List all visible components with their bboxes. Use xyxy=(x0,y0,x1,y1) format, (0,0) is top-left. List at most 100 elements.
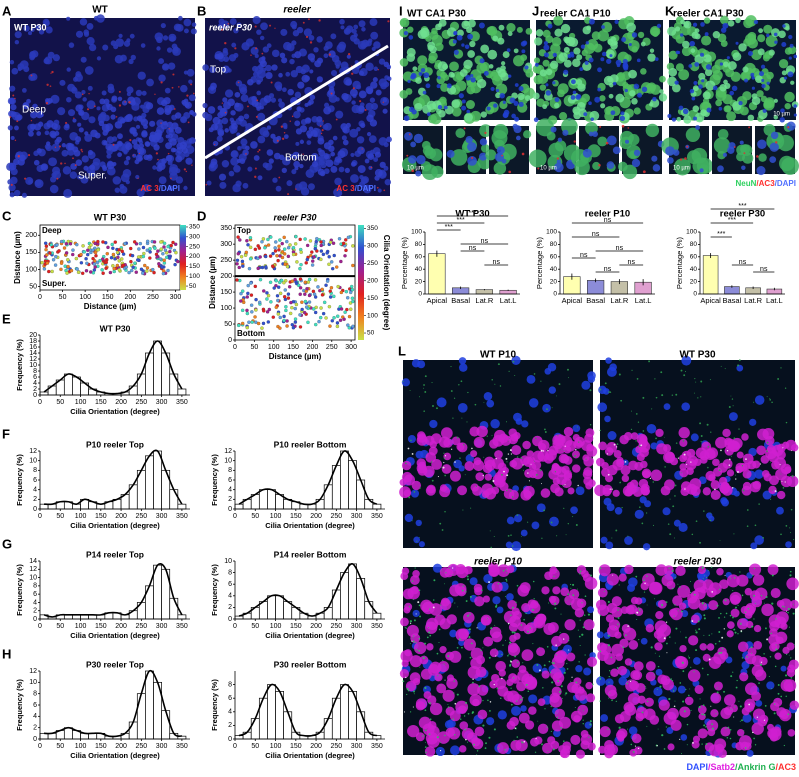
micrograph-texture xyxy=(230,150,239,159)
micrograph-texture xyxy=(84,131,89,136)
micrograph-texture xyxy=(424,391,427,393)
scatter-texture xyxy=(282,247,287,251)
micrograph-texture xyxy=(529,627,532,630)
y-tick-label: 14 xyxy=(29,558,37,565)
micrograph-texture xyxy=(538,442,547,451)
scatter-texture xyxy=(332,294,336,299)
micrograph-texture xyxy=(617,609,619,611)
micrograph-texture xyxy=(747,51,754,57)
micrograph-texture xyxy=(189,109,195,116)
micrograph-texture xyxy=(29,54,36,61)
x-tick-label: 0 xyxy=(38,513,42,520)
micrograph-texture xyxy=(492,486,494,488)
micrograph-texture xyxy=(188,94,196,102)
micrograph-texture xyxy=(579,570,582,573)
micrograph-texture xyxy=(741,657,744,659)
micrograph-texture xyxy=(554,487,564,497)
micrograph-texture xyxy=(419,537,420,539)
scatter-texture xyxy=(273,246,277,250)
micrograph-texture xyxy=(749,418,757,426)
micrograph-texture xyxy=(677,457,680,459)
micrograph-texture xyxy=(466,575,469,578)
micrograph-texture xyxy=(644,582,646,585)
micrograph-texture xyxy=(547,449,549,452)
scatter-texture xyxy=(115,263,120,268)
micrograph-texture xyxy=(785,674,788,677)
scatter-texture xyxy=(113,240,117,244)
micrograph-texture xyxy=(124,101,126,103)
micrograph-texture xyxy=(511,444,522,456)
micrograph-texture xyxy=(631,32,638,38)
micrograph-texture xyxy=(701,79,705,83)
micrograph-texture xyxy=(469,577,478,586)
micrograph-texture xyxy=(515,700,518,702)
micrograph-texture xyxy=(322,120,324,122)
micrograph-texture xyxy=(330,151,336,157)
micrograph-texture xyxy=(508,653,510,655)
micrograph-texture xyxy=(521,152,525,156)
micrograph-texture xyxy=(131,139,138,145)
micrograph-texture xyxy=(118,104,122,107)
micrograph-texture xyxy=(533,373,536,375)
micrograph-texture xyxy=(66,67,71,72)
micrograph-texture xyxy=(554,97,560,103)
micrograph-texture xyxy=(751,96,761,105)
scatter-texture xyxy=(351,263,355,268)
micrograph-texture xyxy=(470,450,478,458)
micrograph-texture xyxy=(59,79,66,86)
micrograph-texture xyxy=(597,642,607,653)
scatter-texture xyxy=(274,240,278,244)
micrograph-texture xyxy=(180,116,188,124)
micrograph-texture xyxy=(242,149,249,156)
micrograph-texture xyxy=(486,717,495,726)
micrograph-texture xyxy=(424,746,436,757)
micrograph-texture xyxy=(513,632,521,640)
label: reeler P30 xyxy=(209,22,252,32)
micrograph-texture xyxy=(234,91,241,98)
scatter-texture xyxy=(305,286,309,291)
micrograph-texture xyxy=(646,423,657,434)
scale-bar-label: 10 µm xyxy=(773,112,790,118)
micrograph-texture xyxy=(615,700,617,703)
micrograph-texture xyxy=(23,66,30,73)
scatter-texture xyxy=(101,240,105,244)
micrograph-texture xyxy=(506,620,508,622)
micrograph-texture xyxy=(224,24,226,27)
micrograph-texture xyxy=(664,466,666,468)
scatter-texture xyxy=(293,317,298,321)
micrograph-texture xyxy=(597,87,602,92)
micrograph-texture xyxy=(766,444,776,454)
panel-label: C xyxy=(2,208,12,223)
significance-label: *** xyxy=(468,210,476,217)
micrograph-texture xyxy=(637,31,645,39)
micrograph-texture xyxy=(21,192,27,198)
micrograph-texture xyxy=(206,180,212,186)
micrograph-texture xyxy=(399,58,409,67)
micrograph-texture xyxy=(421,140,431,150)
micrograph-texture xyxy=(585,681,593,690)
micrograph-texture xyxy=(663,637,666,640)
micrograph-texture xyxy=(472,681,474,684)
micrograph-texture xyxy=(549,694,563,708)
stain-part: /DAPI xyxy=(159,184,180,193)
micrograph-texture xyxy=(506,516,515,525)
micrograph-texture xyxy=(789,570,792,573)
scatter-texture xyxy=(277,244,281,248)
micrograph-texture xyxy=(495,88,500,93)
micrograph-texture xyxy=(263,95,272,103)
micrograph-texture xyxy=(540,488,551,498)
micrograph-texture xyxy=(294,51,302,59)
micrograph-texture xyxy=(499,92,505,99)
micrograph-texture xyxy=(599,615,602,617)
scatter-texture xyxy=(45,261,50,265)
micrograph-texture xyxy=(222,65,230,74)
micrograph-texture xyxy=(775,631,788,644)
scatter-texture xyxy=(239,299,243,303)
micrograph-texture xyxy=(136,188,145,197)
micrograph-texture xyxy=(728,458,731,461)
x-tick-label: 250 xyxy=(147,294,159,301)
scatter-texture xyxy=(132,240,137,244)
micrograph-texture xyxy=(610,110,616,116)
micrograph-texture xyxy=(583,112,588,117)
micrograph-texture xyxy=(415,77,422,84)
